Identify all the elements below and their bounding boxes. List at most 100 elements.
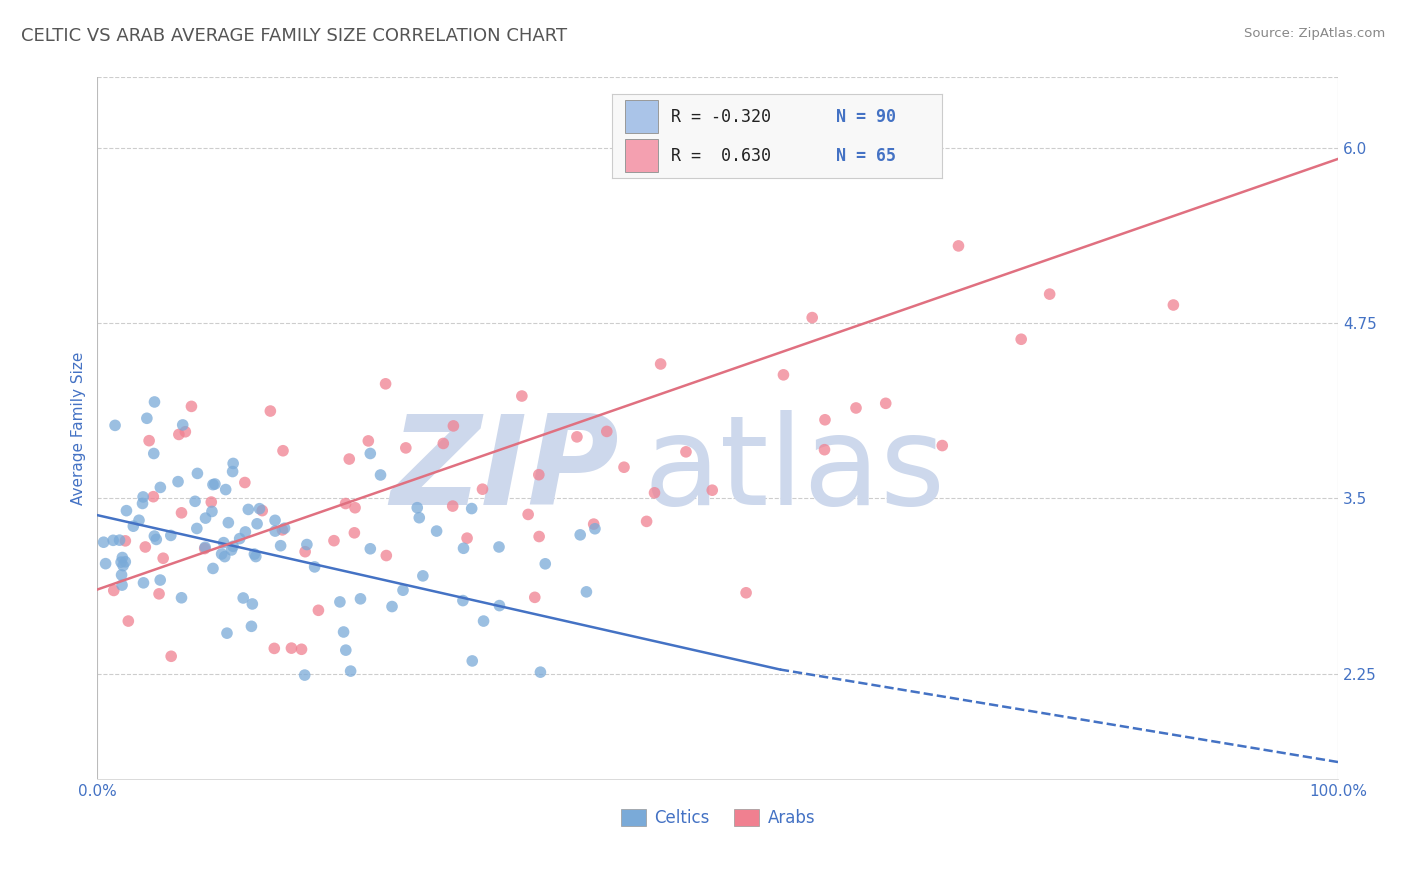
Point: [453, 541, 475, 556]
Point: [132, 490, 155, 504]
Point: [569, 528, 592, 542]
Point: [650, 357, 672, 371]
Point: [772, 368, 794, 382]
Point: [644, 485, 666, 500]
Point: [295, 537, 318, 551]
Point: [613, 460, 636, 475]
Point: [134, 540, 156, 554]
Point: [101, 533, 124, 548]
Point: [180, 400, 202, 414]
Point: [735, 586, 758, 600]
Point: [565, 430, 588, 444]
Point: [1010, 332, 1032, 346]
Point: [451, 593, 474, 607]
Point: [1163, 298, 1185, 312]
Point: [135, 411, 157, 425]
Point: [337, 452, 360, 467]
Point: [184, 494, 207, 508]
Point: [114, 533, 136, 548]
Point: [488, 599, 510, 613]
Point: [186, 521, 208, 535]
Point: [170, 506, 193, 520]
Point: [194, 541, 217, 556]
Point: [264, 513, 287, 527]
Point: [222, 539, 245, 553]
Point: [527, 529, 550, 543]
Point: [204, 477, 226, 491]
Point: [217, 516, 239, 530]
Point: [143, 395, 166, 409]
Point: [426, 524, 449, 538]
Point: [307, 603, 329, 617]
Point: [110, 568, 132, 582]
Point: [240, 597, 263, 611]
Text: atlas: atlas: [644, 409, 945, 531]
Point: [636, 515, 658, 529]
Point: [1039, 287, 1062, 301]
Point: [194, 511, 217, 525]
Point: [170, 591, 193, 605]
Point: [339, 664, 361, 678]
Point: [201, 477, 224, 491]
Point: [104, 418, 127, 433]
Point: [375, 549, 398, 563]
Point: [801, 310, 824, 325]
Point: [456, 531, 478, 545]
Point: [294, 544, 316, 558]
Point: [875, 396, 897, 410]
Point: [596, 425, 619, 439]
Point: [221, 543, 243, 558]
Point: [246, 516, 269, 531]
Point: [381, 599, 404, 614]
Point: [259, 404, 281, 418]
Point: [675, 445, 697, 459]
Point: [128, 513, 150, 527]
Point: [460, 501, 482, 516]
Point: [131, 496, 153, 510]
Point: [245, 549, 267, 564]
Point: [395, 441, 418, 455]
Point: [575, 585, 598, 599]
Point: [392, 583, 415, 598]
Point: [845, 401, 868, 415]
Point: [222, 457, 245, 471]
Point: [273, 521, 295, 535]
Point: [138, 434, 160, 448]
Point: [280, 641, 302, 656]
Point: [172, 417, 194, 432]
Point: [233, 475, 256, 490]
Point: [702, 483, 724, 498]
Point: [117, 614, 139, 628]
Point: [304, 560, 326, 574]
Point: [529, 665, 551, 680]
Point: [432, 436, 454, 450]
Point: [167, 427, 190, 442]
Point: [270, 539, 292, 553]
Point: [813, 442, 835, 457]
Point: [461, 654, 484, 668]
Text: N = 90: N = 90: [837, 108, 896, 126]
Point: [132, 575, 155, 590]
Point: [583, 522, 606, 536]
Point: [335, 496, 357, 510]
Point: [152, 551, 174, 566]
Point: [323, 533, 346, 548]
Point: [370, 467, 392, 482]
Point: [252, 503, 274, 517]
Point: [142, 490, 165, 504]
Point: [93, 535, 115, 549]
Point: [249, 501, 271, 516]
Point: [212, 535, 235, 549]
Bar: [624, 139, 658, 171]
Point: [112, 558, 135, 573]
Point: [408, 510, 430, 524]
Point: [271, 523, 294, 537]
Bar: [624, 101, 658, 133]
Point: [215, 483, 238, 497]
Point: [221, 465, 243, 479]
Point: [412, 569, 434, 583]
Point: [344, 500, 367, 515]
Point: [200, 495, 222, 509]
Point: [160, 649, 183, 664]
Point: [238, 502, 260, 516]
